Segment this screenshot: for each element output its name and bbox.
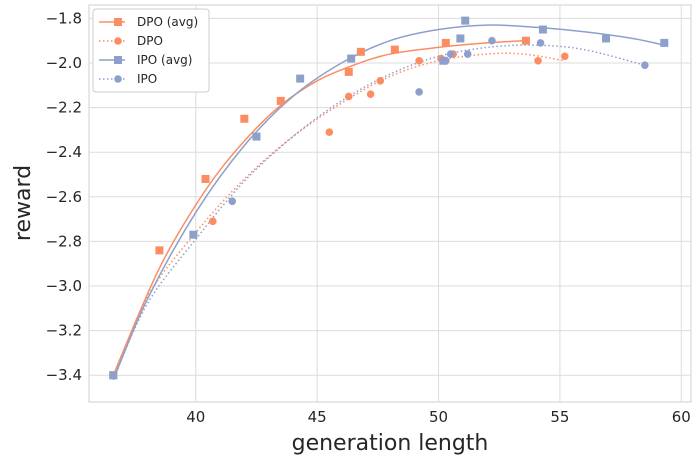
data-point-dpo-avg [276,96,285,105]
x-tick-label: 55 [550,408,569,426]
data-point-dpo-avg [356,47,365,56]
data-point-ipo [109,371,118,380]
data-point-ipo-avg [189,230,198,239]
y-tick-label: −1.8 [46,9,82,27]
data-point-dpo [366,90,375,99]
legend-label: IPO (avg) [137,53,192,67]
data-point-dpo-avg [344,67,353,76]
data-point-dpo [534,56,542,65]
legend-marker [114,37,122,45]
legend-box [92,8,210,93]
y-tick-label: −3.2 [46,322,82,340]
x-tick-label: 50 [429,408,448,426]
data-point-dpo [415,56,423,65]
data-point-ipo [415,88,423,96]
data-point-ipo [228,197,237,206]
legend-label: DPO [137,34,163,48]
x-tick-label: 45 [308,408,327,426]
y-tick-label: −2.8 [46,232,82,250]
y-tick-label: −3.0 [46,277,82,295]
data-point-ipo-avg [296,74,305,83]
data-point-ipo [488,36,496,45]
y-tick-label: −2.0 [46,54,82,72]
data-point-dpo-avg [155,246,164,255]
data-point-ipo [463,50,472,58]
y-axis-label: reward [11,165,36,241]
data-point-dpo-avg [441,38,450,47]
data-point-ipo-avg [347,54,356,63]
data-point-ipo-avg [456,34,465,43]
data-point-ipo-avg [538,25,547,34]
data-point-dpo-avg [390,45,399,54]
data-point-ipo [442,56,450,65]
data-point-dpo [208,217,217,226]
data-point-dpo-avg [201,174,210,183]
y-tick-label: −2.6 [46,188,82,206]
data-point-dpo [560,52,569,61]
y-tick-label: −2.4 [46,143,82,161]
data-point-dpo [344,92,353,101]
x-tick-label: 60 [672,408,691,426]
legend-label: DPO (avg) [137,15,198,29]
x-axis-label: generation length [292,431,489,456]
data-points [109,16,669,380]
legend-marker [114,75,122,83]
legend-label: IPO [137,72,157,86]
data-point-ipo-avg [660,38,669,47]
data-point-ipo-avg [252,132,261,141]
legend-marker [114,56,122,64]
x-tick-labels: 40 45 50 55 60 [186,408,691,426]
y-tick-label: −3.4 [46,366,82,384]
y-tick-label: −2.2 [46,99,82,117]
data-point-dpo [376,77,385,85]
data-point-dpo-avg [240,114,249,123]
legend: DPO (avg) DPO IPO (avg) IPO [92,8,210,93]
data-point-dpo-avg [521,36,530,45]
fit-line-ipo-avg [112,24,665,380]
y-tick-labels: −3.4 −3.2 −3.0 −2.8 −2.6 −2.4 −2.2 −2.0 −1.8 [46,9,82,384]
legend-marker [114,18,122,26]
data-point-dpo [325,128,334,136]
x-tick-label: 40 [186,408,205,426]
data-point-ipo [536,39,545,47]
fit-line-dpo [112,52,565,380]
data-point-ipo [446,50,455,58]
data-point-ipo-avg [602,34,611,43]
data-point-ipo-avg [461,16,470,25]
data-point-ipo [641,61,649,70]
